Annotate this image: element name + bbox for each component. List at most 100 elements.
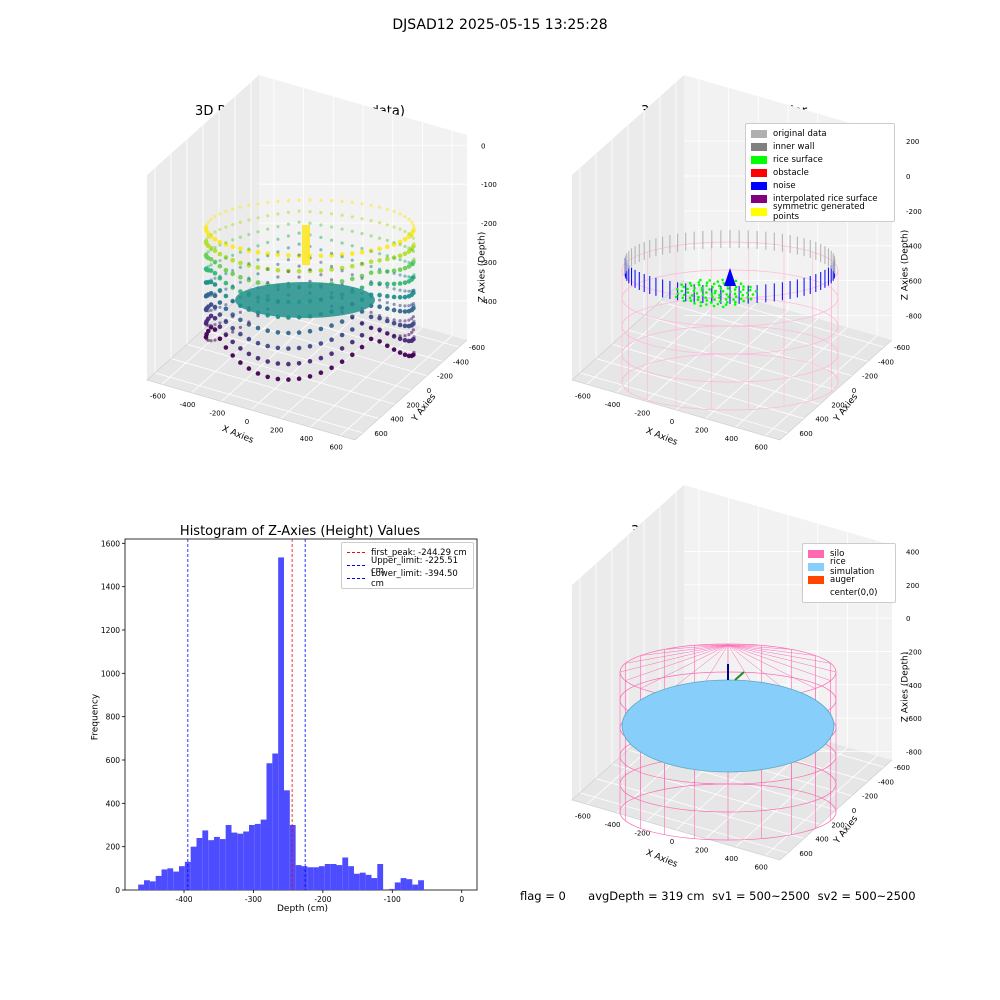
rice-surface-point bbox=[734, 300, 737, 304]
panel3-xlabel: Depth (cm) bbox=[277, 904, 329, 914]
wall-point bbox=[238, 317, 243, 323]
wall-point bbox=[339, 279, 345, 284]
wall-point bbox=[318, 253, 324, 259]
wall-point bbox=[360, 202, 364, 206]
z-tick-label: -200 bbox=[906, 208, 922, 216]
z-tick-label: 200 bbox=[906, 138, 919, 146]
panel4-legend: silo rice simulation auger center(0,0) bbox=[802, 543, 896, 603]
wall-point bbox=[369, 280, 373, 284]
rice-surface-point bbox=[734, 285, 738, 289]
wall-point bbox=[350, 200, 354, 204]
histogram-bar bbox=[173, 871, 180, 890]
floor-gridline bbox=[579, 792, 789, 854]
rice-surface-point bbox=[699, 304, 702, 308]
wall-point bbox=[247, 203, 251, 207]
rice-surface-point bbox=[734, 295, 738, 298]
wall-point bbox=[411, 302, 415, 306]
histogram-bar bbox=[342, 857, 349, 890]
z-tick-label: -100 bbox=[481, 181, 497, 189]
wall-point bbox=[212, 327, 218, 332]
wall-point bbox=[398, 288, 402, 292]
rice-surface-point bbox=[712, 304, 716, 308]
avg-depth-text: avgDepth = 319 cm bbox=[588, 889, 705, 903]
rice-surface-point bbox=[696, 298, 700, 302]
wall-point bbox=[368, 270, 374, 276]
rice-surface-point bbox=[697, 283, 701, 287]
wall-point bbox=[238, 246, 243, 252]
wall-point bbox=[265, 374, 271, 380]
wall-point bbox=[319, 198, 323, 202]
wall-point bbox=[378, 252, 382, 256]
wall-point bbox=[286, 377, 291, 382]
histogram-bar bbox=[190, 846, 197, 890]
wall-point bbox=[217, 251, 223, 257]
wall-point bbox=[340, 241, 344, 245]
rice-surface-point bbox=[693, 286, 696, 290]
wall-point bbox=[319, 248, 323, 252]
wall-point bbox=[266, 214, 270, 218]
silo-roof-line bbox=[619, 644, 729, 673]
histogram-bar bbox=[313, 867, 319, 890]
wall-point bbox=[391, 321, 397, 326]
wall-point bbox=[224, 256, 228, 260]
wall-point bbox=[329, 337, 334, 343]
wall-point bbox=[340, 199, 344, 203]
wall-point bbox=[319, 211, 323, 215]
wall-point bbox=[360, 261, 364, 266]
wall-point bbox=[265, 328, 271, 334]
wall-point bbox=[266, 254, 270, 258]
histogram-bar bbox=[394, 882, 401, 890]
histogram-bar bbox=[377, 864, 384, 890]
x-tick-label: -200 bbox=[634, 409, 650, 417]
wall-point bbox=[398, 242, 402, 247]
legend-item-symmetric: symmetric generated points bbox=[751, 202, 889, 222]
histogram-bar bbox=[179, 866, 185, 890]
rice-surface-point bbox=[697, 281, 701, 284]
x-tick-label: -400 bbox=[605, 401, 621, 409]
wall-point bbox=[275, 376, 281, 382]
wall-point bbox=[319, 223, 323, 227]
rice-surface-point bbox=[724, 298, 728, 301]
x-tick-label: 400 bbox=[725, 435, 738, 443]
y-tick-label: 1600 bbox=[101, 539, 120, 548]
wall-point bbox=[392, 240, 396, 245]
y-tick-label: 1000 bbox=[101, 669, 120, 678]
wall-point bbox=[275, 345, 281, 351]
wall-point bbox=[359, 333, 365, 338]
x-tick-label: -200 bbox=[209, 409, 225, 417]
wall-point bbox=[266, 267, 270, 271]
rice-surface-point bbox=[733, 292, 737, 296]
wall-point bbox=[392, 302, 396, 306]
wall-point bbox=[213, 215, 217, 219]
rice-surface-point bbox=[741, 293, 744, 297]
floor-gridline bbox=[611, 343, 821, 405]
wall-point bbox=[231, 223, 235, 227]
wall-point bbox=[209, 217, 213, 221]
wall-point bbox=[378, 329, 382, 333]
wall-point bbox=[411, 262, 415, 266]
rice-surface-point bbox=[717, 284, 721, 288]
rice-surface-point bbox=[718, 293, 721, 297]
rice-surface-point bbox=[725, 293, 728, 296]
figure-title: DJSAD12 2025-05-15 13:25:28 bbox=[392, 17, 608, 33]
histogram-bar bbox=[324, 864, 331, 890]
z-tick-label: -800 bbox=[906, 748, 922, 756]
wall-point bbox=[339, 332, 345, 338]
rice-surface-point bbox=[746, 291, 749, 295]
floor-gridline bbox=[595, 778, 805, 839]
histogram-bar bbox=[301, 866, 308, 890]
wall-point bbox=[206, 264, 210, 269]
wall-point bbox=[297, 209, 301, 213]
legend-item-obstacle: obstacle bbox=[751, 166, 889, 179]
wall-point bbox=[369, 219, 373, 223]
rice-surface-point bbox=[739, 297, 743, 301]
x-tick-label: -200 bbox=[314, 895, 331, 904]
wall-point bbox=[398, 273, 402, 277]
wall-point bbox=[217, 324, 223, 330]
wall-point bbox=[406, 249, 412, 254]
wall-point bbox=[255, 265, 261, 270]
wall-point bbox=[377, 315, 382, 321]
wall-point bbox=[339, 359, 345, 365]
wall-point bbox=[385, 293, 390, 299]
